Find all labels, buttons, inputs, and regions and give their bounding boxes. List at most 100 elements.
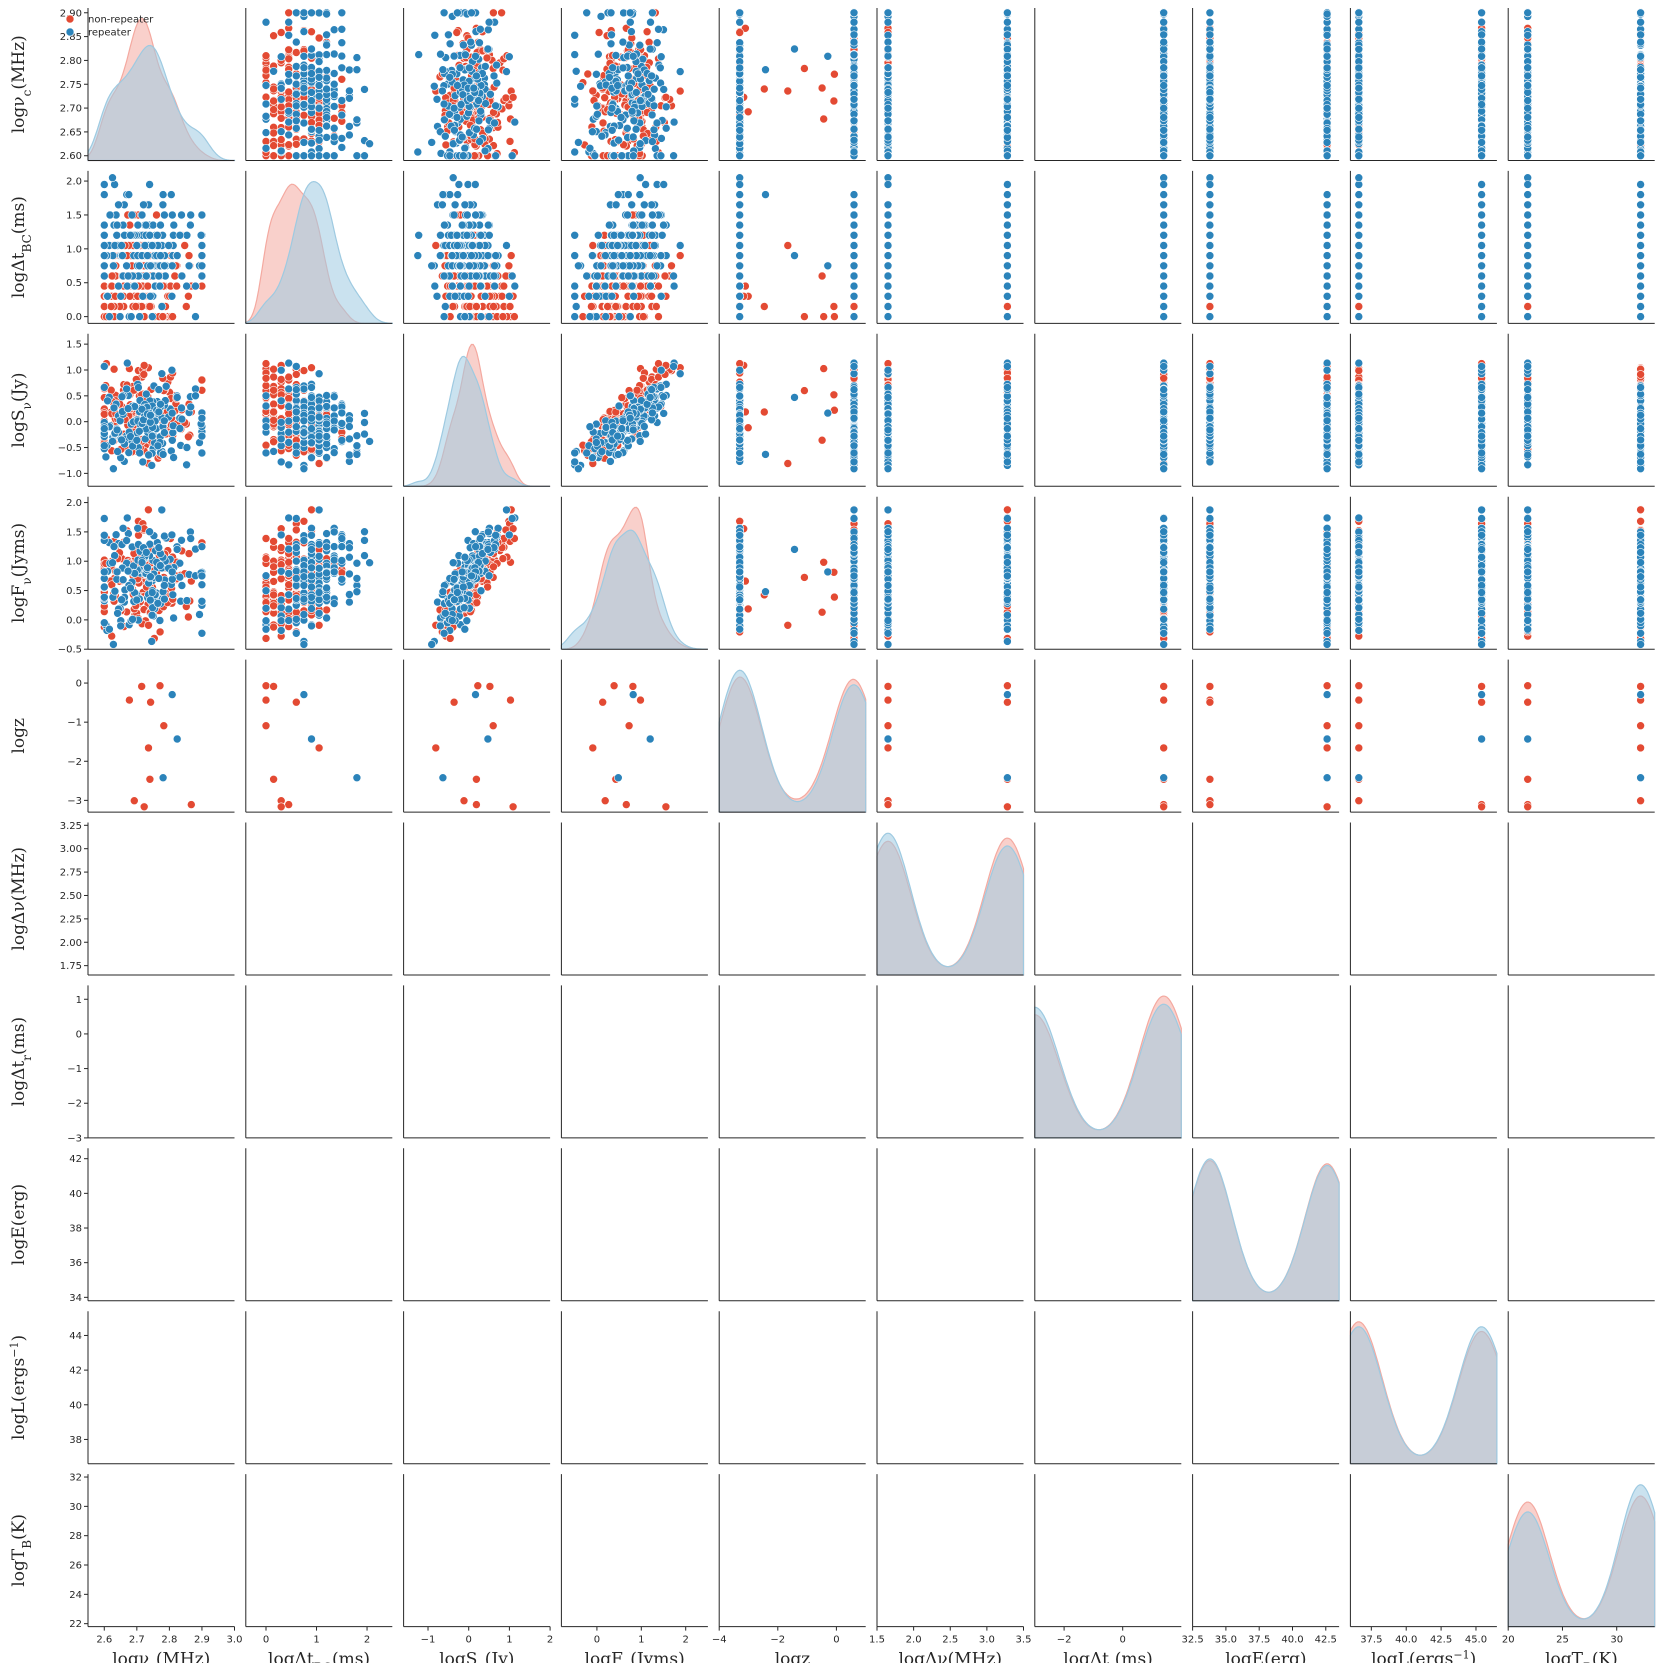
point-repeater	[1159, 113, 1168, 122]
point-repeater	[352, 65, 362, 74]
point-repeater	[460, 200, 470, 210]
point-repeater	[127, 210, 137, 220]
point-repeater	[647, 71, 656, 81]
point-repeater	[849, 63, 859, 72]
point-repeater	[1523, 113, 1532, 122]
point-repeater	[1523, 63, 1532, 72]
point-repeater	[291, 101, 301, 111]
point-repeater	[440, 302, 450, 311]
point-repeater	[655, 63, 665, 73]
point-repeater	[1159, 63, 1168, 72]
point-repeater	[458, 251, 468, 260]
point-repeater	[883, 17, 893, 27]
point-repeater	[1477, 151, 1486, 160]
point-repeater	[616, 113, 626, 122]
point-repeater	[450, 291, 460, 301]
point-repeater	[1636, 17, 1645, 27]
point-repeater	[606, 8, 616, 18]
point-repeater	[1477, 138, 1486, 147]
point-repeater	[647, 231, 657, 240]
point-repeater	[453, 8, 462, 18]
point-repeater	[490, 281, 499, 291]
point-repeater	[284, 117, 294, 127]
point-repeater	[337, 51, 347, 61]
point-repeater	[284, 17, 294, 27]
point-repeater	[849, 281, 859, 291]
point-repeater	[291, 71, 301, 81]
point-repeater	[1636, 95, 1645, 104]
point-repeater	[1205, 8, 1215, 18]
y-axis-label-nu: logνc(MHz)	[9, 35, 34, 133]
point-repeater	[352, 115, 362, 125]
point-repeater	[593, 231, 603, 240]
point-repeater	[735, 281, 745, 291]
point-repeater	[489, 271, 499, 281]
point-repeater	[1636, 83, 1645, 93]
point-repeater	[169, 220, 179, 230]
point-repeater	[635, 40, 645, 50]
point-repeater	[1636, 51, 1645, 61]
point-repeater	[117, 241, 126, 250]
point-repeater	[761, 65, 770, 74]
point-repeater	[1003, 251, 1012, 260]
point-non-repeater	[291, 140, 301, 149]
point-repeater	[116, 291, 126, 301]
point-repeater	[659, 180, 669, 189]
point-repeater	[314, 151, 324, 160]
point-repeater	[641, 180, 650, 189]
point-repeater	[470, 180, 480, 189]
point-repeater	[329, 90, 339, 99]
panel-nu-vs-tbc	[245, 8, 393, 161]
point-repeater	[669, 271, 678, 281]
point-non-repeater	[172, 281, 181, 291]
point-repeater	[461, 50, 470, 60]
point-repeater	[1523, 96, 1532, 105]
point-repeater	[502, 67, 511, 76]
point-repeater	[108, 173, 117, 182]
point-repeater	[611, 51, 621, 60]
point-repeater	[1477, 71, 1486, 81]
point-non-repeater	[131, 302, 141, 311]
point-repeater	[849, 312, 859, 321]
point-repeater	[469, 83, 479, 93]
point-repeater	[883, 132, 893, 142]
point-repeater	[177, 210, 186, 220]
point-repeater	[168, 210, 177, 220]
point-non-repeater	[269, 31, 278, 41]
point-repeater	[186, 220, 195, 230]
point-repeater	[1322, 81, 1332, 90]
point-repeater	[576, 82, 585, 91]
point-repeater	[463, 180, 473, 189]
point-repeater	[468, 241, 477, 250]
point-repeater	[735, 261, 745, 271]
point-repeater	[1205, 124, 1215, 134]
point-repeater	[167, 291, 177, 301]
point-repeater	[345, 130, 354, 140]
point-repeater	[299, 83, 309, 93]
point-repeater	[1354, 17, 1364, 27]
point-repeater	[883, 281, 893, 291]
point-repeater	[639, 200, 649, 210]
point-repeater	[849, 8, 859, 18]
point-repeater	[883, 180, 893, 189]
point-repeater	[314, 57, 324, 66]
point-repeater	[322, 84, 331, 94]
point-repeater	[1636, 126, 1645, 135]
point-repeater	[337, 110, 347, 120]
point-non-repeater	[269, 141, 278, 150]
panel-nu-vs-tr	[1034, 8, 1182, 161]
point-repeater	[100, 271, 109, 281]
panel-nu-vs-dnu	[876, 8, 1024, 161]
point-non-repeater	[743, 107, 753, 117]
point-repeater	[329, 132, 339, 142]
point-repeater	[1523, 103, 1532, 113]
point-repeater	[735, 291, 745, 301]
point-repeater	[849, 147, 859, 157]
point-repeater	[648, 8, 657, 18]
point-repeater	[156, 220, 165, 230]
point-repeater	[883, 231, 893, 240]
point-repeater	[656, 291, 666, 301]
point-repeater	[436, 49, 445, 59]
point-repeater	[322, 9, 331, 19]
point-repeater	[145, 231, 155, 240]
